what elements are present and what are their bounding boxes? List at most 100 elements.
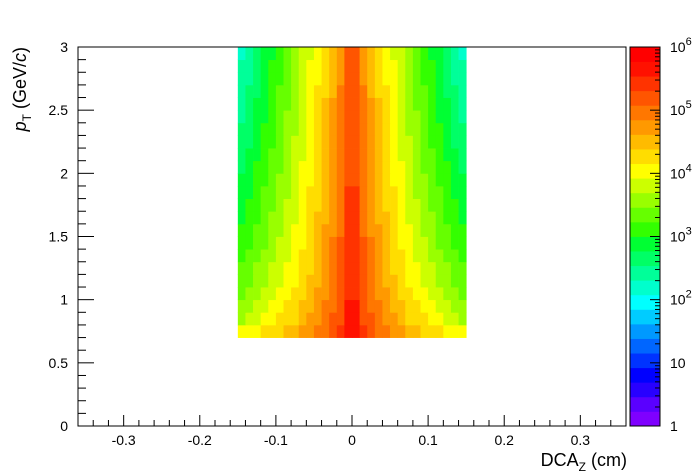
heatmap-cell [458, 198, 467, 212]
heatmap-cell [283, 249, 292, 263]
heatmap-cell [253, 110, 262, 124]
heatmap-cell [336, 287, 345, 301]
heatmap-cell [352, 47, 361, 61]
heatmap-cell [344, 173, 353, 187]
heatmap-cell [458, 135, 467, 149]
heatmap-cell [450, 185, 459, 199]
heatmap-cell [352, 59, 361, 73]
heatmap-cell [443, 223, 452, 237]
heatmap-cell [245, 173, 254, 187]
heatmap-cell [329, 312, 338, 326]
heatmap-cell [237, 261, 246, 275]
heatmap-cell [397, 59, 406, 73]
heatmap-cell [412, 198, 421, 212]
heatmap-cell [359, 110, 368, 124]
heatmap-cell [291, 84, 300, 98]
heatmap-cell [237, 312, 246, 326]
z-tick-label: 10 [670, 355, 686, 371]
heatmap-cell [336, 236, 345, 250]
palette-swatch [630, 396, 660, 412]
heatmap-cell [321, 173, 330, 187]
heatmap-cell [313, 135, 322, 149]
heatmap-cell [405, 148, 414, 162]
heatmap-cell [435, 47, 444, 61]
x-tick-label: 0.3 [571, 432, 591, 448]
heatmap-cell [268, 47, 277, 61]
heatmap-cell [253, 173, 262, 187]
heatmap-cell [374, 84, 383, 98]
heatmap-cell [245, 287, 254, 301]
heatmap-cell [374, 261, 383, 275]
heatmap-cell [458, 47, 467, 61]
heatmap-cell [435, 287, 444, 301]
heatmap-cell [359, 185, 368, 199]
heatmap-cell [450, 249, 459, 263]
y-tick-label: 2.5 [49, 102, 69, 118]
y-tick-label: 2 [60, 165, 68, 181]
heatmap-cell [268, 185, 277, 199]
heatmap-cell [374, 299, 383, 313]
heatmap-cell [336, 223, 345, 237]
heatmap-cell [275, 173, 284, 187]
heatmap-cell [253, 223, 262, 237]
heatmap-cell [367, 274, 376, 288]
palette-swatch [630, 236, 660, 252]
heatmap-cell [435, 110, 444, 124]
heatmap-cell [260, 185, 269, 199]
heatmap-cell [253, 274, 262, 288]
heatmap-cell [245, 47, 254, 61]
heatmap-cell [420, 148, 429, 162]
heatmap-cell [260, 59, 269, 73]
heatmap-cell [283, 236, 292, 250]
heatmap-cell [336, 261, 345, 275]
heatmap-cell [253, 148, 262, 162]
heatmap-cell [450, 148, 459, 162]
heatmap-cell [291, 236, 300, 250]
heatmap-cell [367, 261, 376, 275]
heatmap-cell [359, 72, 368, 86]
heatmap-cell [405, 47, 414, 61]
heatmap-cell [428, 287, 437, 301]
heatmap-cell [344, 84, 353, 98]
palette-swatch [630, 265, 660, 281]
x-axis-title-main: DCA [541, 450, 579, 470]
heatmap-cell [329, 173, 338, 187]
heatmap-cell [336, 97, 345, 111]
heatmap-cell [367, 173, 376, 187]
heatmap-cell [420, 160, 429, 174]
heatmap-cell [450, 110, 459, 124]
heatmap-cell [291, 160, 300, 174]
heatmap-cell [367, 110, 376, 124]
heatmap-cell [412, 324, 421, 338]
heatmap-cell [313, 299, 322, 313]
heatmap-cell [450, 160, 459, 174]
heatmap-cell [329, 97, 338, 111]
heatmap-cell [245, 135, 254, 149]
x-tick-label: -0.3 [112, 432, 136, 448]
heatmap-cell [321, 287, 330, 301]
heatmap-cell [245, 198, 254, 212]
heatmap-cell [405, 299, 414, 313]
heatmap-cell [435, 261, 444, 275]
heatmap-cell [390, 97, 399, 111]
heatmap-cell [374, 223, 383, 237]
heatmap-cell [352, 249, 361, 263]
palette-swatch [630, 105, 660, 121]
heatmap-cell [313, 72, 322, 86]
heatmap-cell [412, 122, 421, 136]
heatmap-cell [336, 84, 345, 98]
heatmap-cell [268, 148, 277, 162]
heatmap-cell [291, 299, 300, 313]
heatmap-cell [283, 135, 292, 149]
heatmap-cell [253, 249, 262, 263]
heatmap-cell [237, 236, 246, 250]
heatmap-cell [344, 185, 353, 199]
heatmap-cell [458, 122, 467, 136]
heatmap-cell [329, 236, 338, 250]
heatmap-cell [412, 173, 421, 187]
heatmap-cell [275, 287, 284, 301]
x-tick-label: -0.2 [188, 432, 212, 448]
heatmap-cell [382, 110, 391, 124]
heatmap-cell [435, 122, 444, 136]
heatmap-cell [344, 47, 353, 61]
